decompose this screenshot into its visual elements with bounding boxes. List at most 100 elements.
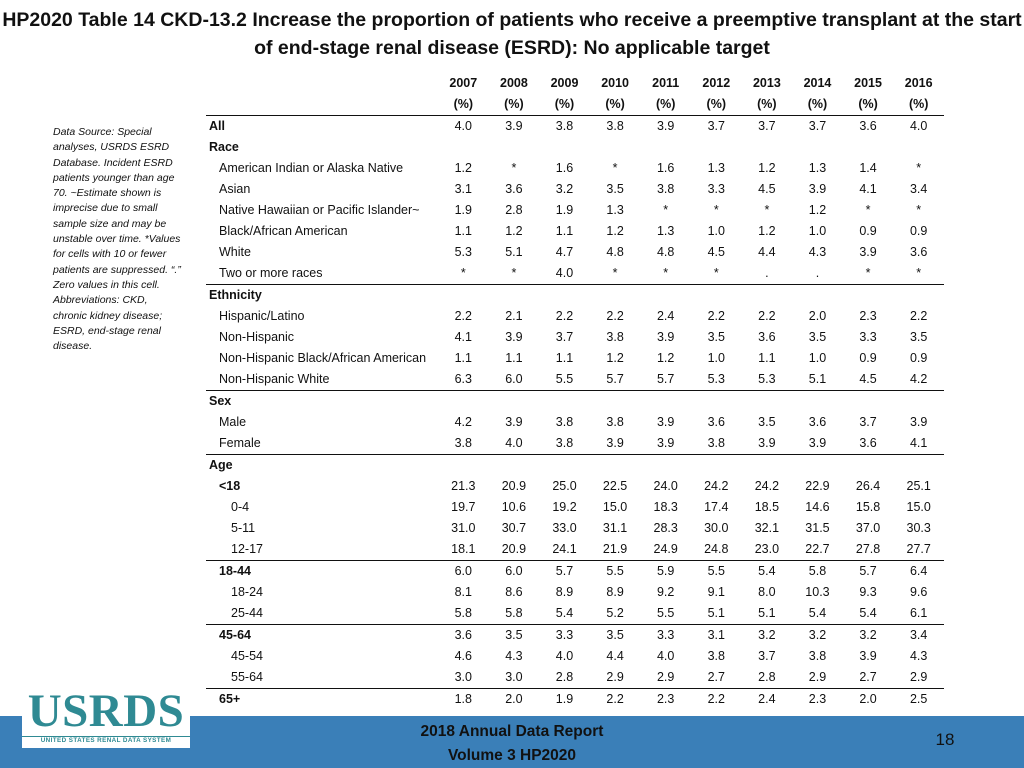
row-label: Two or more races bbox=[219, 266, 323, 280]
cell-value: 9.3 bbox=[859, 585, 877, 599]
cell-value: * bbox=[511, 266, 517, 280]
cell-value: 3.9 bbox=[505, 119, 523, 133]
cell-value: 2.2 bbox=[758, 309, 776, 323]
cell-value: 24.1 bbox=[552, 542, 577, 556]
table-row: Asian 3.1 3.6 3.2 3.5 3.8 3.3 4.5 3.9 4.1 3.4 bbox=[206, 179, 944, 200]
row-label: Male bbox=[219, 415, 247, 429]
cell-value: * bbox=[460, 266, 466, 280]
cell-value: 3.9 bbox=[656, 119, 675, 133]
cell-value: * bbox=[663, 266, 669, 280]
cell-value: 15.8 bbox=[855, 500, 881, 514]
cell-value: 3.1 bbox=[690, 624, 742, 646]
cell-value: * bbox=[612, 161, 618, 175]
cell-value: 1.1 bbox=[555, 224, 574, 238]
cell-value bbox=[893, 390, 944, 412]
cell-value: 2.9 bbox=[656, 670, 675, 684]
logo-wordmark: USRDS bbox=[27, 685, 185, 737]
cell-value: 3.6 bbox=[859, 119, 877, 133]
cell-value: 6.0 bbox=[438, 560, 489, 582]
cell-value: 2.8 bbox=[505, 203, 523, 217]
cell-value: 0.9 bbox=[909, 224, 928, 238]
header-blank-cell bbox=[206, 94, 439, 116]
cell-value: 14.6 bbox=[805, 500, 830, 514]
cell-value: 1.3 bbox=[606, 203, 624, 217]
cell-value: 24.0 bbox=[653, 479, 678, 493]
cell-value: 3.6 bbox=[758, 330, 776, 344]
cell-value: 3.9 bbox=[808, 182, 827, 196]
cell-value: * bbox=[663, 203, 669, 217]
header-year: 2015 bbox=[854, 76, 882, 90]
cell-value: 1.2 bbox=[606, 224, 624, 238]
page-number: 18 bbox=[935, 730, 955, 749]
cell-value bbox=[792, 137, 843, 158]
cell-value: 3.7 bbox=[758, 119, 776, 133]
cell-value: 1.8 bbox=[438, 688, 489, 710]
cell-value: 8.9 bbox=[555, 585, 574, 599]
cell-value: 1.3 bbox=[656, 224, 675, 238]
cell-value: 1.2 bbox=[758, 161, 776, 175]
cell-value: 3.7 bbox=[859, 415, 877, 429]
row-label: White bbox=[219, 245, 251, 259]
cell-value bbox=[640, 284, 691, 306]
header-unit: (%) bbox=[488, 94, 540, 116]
cell-value bbox=[792, 454, 843, 476]
cell-value: 5.5 bbox=[690, 560, 742, 582]
row-label: Asian bbox=[219, 182, 251, 196]
header-unit: (%) bbox=[690, 94, 742, 116]
cell-value: 3.3 bbox=[539, 624, 590, 646]
cell-value: 1.9 bbox=[454, 203, 472, 217]
header-unit-row: (%) (%) (%) (%) (%) (%) (%) (%) (%) (%) bbox=[206, 94, 944, 116]
cell-value: 1.1 bbox=[454, 351, 472, 365]
cell-value bbox=[741, 284, 793, 306]
cell-value: 5.7 bbox=[539, 560, 590, 582]
cell-value bbox=[691, 137, 742, 158]
cell-value: 2.7 bbox=[859, 670, 877, 684]
cell-value: 4.0 bbox=[454, 119, 472, 133]
cell-value: 5.7 bbox=[842, 560, 894, 582]
cell-value bbox=[741, 454, 793, 476]
header-unit: (%) bbox=[741, 94, 793, 116]
table-row: 0-4 19.7 10.6 19.2 15.0 18.3 17.4 18.5 14.6 15.8 1… bbox=[206, 497, 944, 518]
cell-value: 18.3 bbox=[653, 500, 678, 514]
cell-value: 3.8 bbox=[707, 649, 725, 663]
cell-value: 3.6 bbox=[859, 436, 877, 450]
cell-value: 1.1 bbox=[555, 351, 574, 365]
cell-value: 3.6 bbox=[909, 245, 928, 259]
table-body: All 4.0 3.9 3.8 3.8 3.9 3.7 3.7 3.7 3.6 4.0 Race Ame… bbox=[206, 116, 944, 710]
cell-value bbox=[590, 137, 641, 158]
header-unit: (%) bbox=[792, 94, 843, 116]
table-row: American Indian or Alaska Native 1.2 * 1.6 *… bbox=[206, 158, 944, 179]
header-unit: (%) bbox=[842, 94, 894, 116]
cell-value: * bbox=[713, 203, 719, 217]
row-label: 0-4 bbox=[231, 500, 250, 514]
table-row: Non-Hispanic Black/African American 1.1 1.… bbox=[206, 348, 944, 369]
table-row: Black/African American 1.1 1.2 1.1 1.2 1.3 1.0… bbox=[206, 221, 944, 242]
cell-value: 5.1 bbox=[808, 372, 827, 386]
cell-value: 2.4 bbox=[741, 688, 793, 710]
report-title: 2018 Annual Data Report Volume 3 HP2020 bbox=[372, 720, 652, 768]
cell-value: 4.5 bbox=[707, 245, 725, 259]
cell-value bbox=[539, 454, 590, 476]
cell-value: 1.4 bbox=[859, 161, 877, 175]
header-year: 2008 bbox=[500, 76, 528, 90]
cell-value: 1.2 bbox=[606, 351, 624, 365]
cell-value: 3.7 bbox=[707, 119, 725, 133]
cell-value: 3.8 bbox=[555, 436, 574, 450]
cell-value: * bbox=[916, 203, 922, 217]
usrds-logo: USRDS UNITED STATES RENAL DATA SYSTEM bbox=[22, 686, 190, 748]
cell-value: 3.5 bbox=[909, 330, 928, 344]
cell-value: 1.2 bbox=[454, 161, 472, 175]
cell-value: 24.9 bbox=[653, 542, 678, 556]
cell-value bbox=[792, 284, 843, 306]
cell-value: 4.3 bbox=[909, 649, 928, 663]
cell-value bbox=[640, 390, 691, 412]
cell-value: 3.8 bbox=[707, 436, 725, 450]
cell-value: 25.1 bbox=[906, 479, 931, 493]
cell-value: 3.6 bbox=[808, 415, 827, 429]
row-label: American Indian or Alaska Native bbox=[219, 161, 404, 175]
cell-value: 15.0 bbox=[906, 500, 931, 514]
cell-value: 30.3 bbox=[906, 521, 931, 535]
cell-value: 3.8 bbox=[606, 330, 624, 344]
cell-value: 8.9 bbox=[606, 585, 624, 599]
cell-value: 4.7 bbox=[555, 245, 574, 259]
